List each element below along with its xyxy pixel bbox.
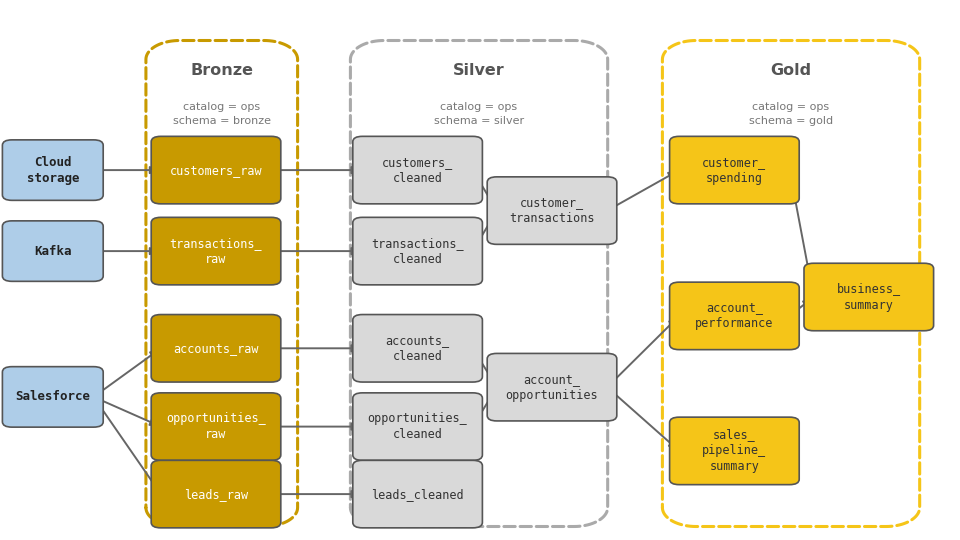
Text: customer_
transactions: customer_ transactions (509, 196, 595, 225)
Text: leads_cleaned: leads_cleaned (372, 488, 464, 501)
Text: opportunities_
cleaned: opportunities_ cleaned (368, 412, 468, 441)
FancyBboxPatch shape (353, 136, 482, 204)
Text: opportunities_
raw: opportunities_ raw (166, 412, 266, 441)
FancyBboxPatch shape (353, 393, 482, 460)
Text: Bronze: Bronze (190, 63, 253, 78)
Text: catalog = ops
schema = silver: catalog = ops schema = silver (434, 103, 524, 126)
Text: catalog = ops
schema = bronze: catalog = ops schema = bronze (173, 103, 271, 126)
Text: accounts_raw: accounts_raw (173, 342, 259, 355)
FancyBboxPatch shape (151, 136, 280, 204)
Text: accounts_
cleaned: accounts_ cleaned (386, 334, 449, 363)
Text: Cloud
storage: Cloud storage (27, 156, 79, 185)
Text: catalog = ops
schema = gold: catalog = ops schema = gold (749, 103, 833, 126)
Text: customers_raw: customers_raw (170, 164, 262, 177)
FancyBboxPatch shape (353, 314, 482, 382)
FancyBboxPatch shape (804, 263, 933, 330)
FancyBboxPatch shape (151, 217, 280, 285)
FancyBboxPatch shape (670, 282, 799, 350)
FancyBboxPatch shape (2, 367, 104, 427)
Text: Gold: Gold (771, 63, 811, 78)
Text: account_
opportunities: account_ opportunities (506, 373, 598, 402)
Text: business_
summary: business_ summary (837, 282, 900, 312)
FancyBboxPatch shape (353, 217, 482, 285)
FancyBboxPatch shape (2, 140, 104, 200)
FancyBboxPatch shape (487, 354, 616, 421)
Text: Silver: Silver (453, 63, 505, 78)
Text: transactions_
raw: transactions_ raw (170, 237, 262, 266)
FancyBboxPatch shape (151, 460, 280, 528)
Text: transactions_
cleaned: transactions_ cleaned (372, 237, 464, 266)
Text: sales_
pipeline_
summary: sales_ pipeline_ summary (703, 428, 766, 474)
FancyBboxPatch shape (353, 460, 482, 528)
FancyBboxPatch shape (2, 221, 104, 281)
Text: customer_
spending: customer_ spending (703, 156, 766, 185)
Text: Kafka: Kafka (34, 245, 72, 258)
FancyBboxPatch shape (151, 393, 280, 460)
Text: account_
performance: account_ performance (695, 301, 774, 330)
FancyBboxPatch shape (487, 177, 616, 244)
Text: customers_
cleaned: customers_ cleaned (382, 156, 453, 185)
Text: Salesforce: Salesforce (15, 390, 90, 403)
FancyBboxPatch shape (670, 136, 799, 204)
Text: leads_raw: leads_raw (184, 488, 248, 501)
FancyBboxPatch shape (670, 417, 799, 485)
FancyBboxPatch shape (151, 314, 280, 382)
